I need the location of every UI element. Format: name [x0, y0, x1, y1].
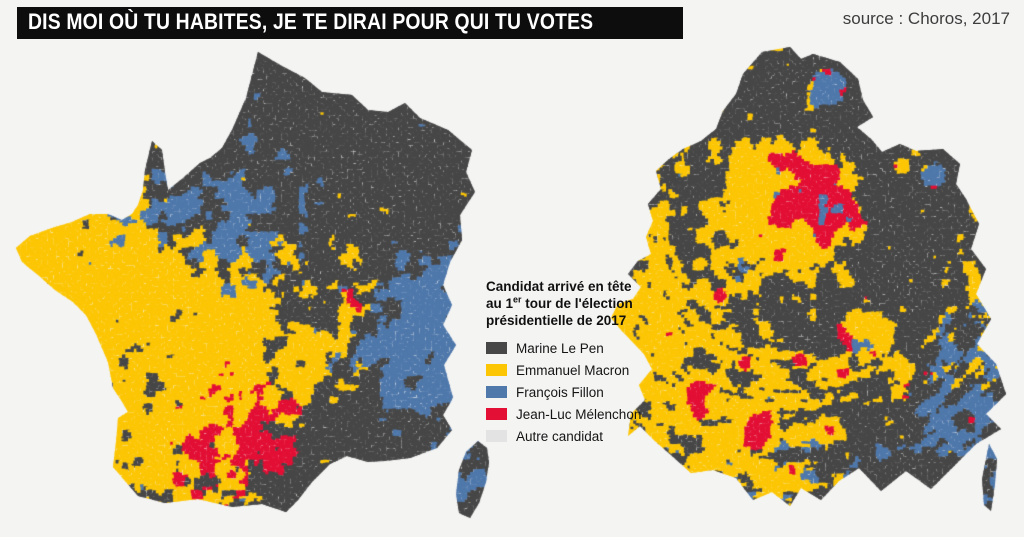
legend-label-autre: Autre candidat	[516, 428, 604, 444]
legend-title-line1: Candidat arrivé en tête	[486, 279, 632, 294]
legend-title-ordinal: er	[513, 294, 522, 305]
legend-title-line2-post: tour de l'élection	[521, 296, 633, 311]
source-credit: source : Choros, 2017	[842, 9, 1010, 28]
legend-items: Marine Le Pen Emmanuel Macron François F…	[486, 337, 658, 447]
legend-item-fillon: François Fillon	[486, 381, 658, 403]
legend-swatch-fillon	[486, 386, 507, 398]
legend-label-fillon: François Fillon	[516, 384, 604, 400]
legend: Candidat arrivé en tête au 1er tour de l…	[486, 278, 658, 447]
page-title: DIS MOI OÙ TU HABITES, JE TE DIRAI POUR …	[28, 9, 594, 34]
title-banner: DIS MOI OÙ TU HABITES, JE TE DIRAI POUR …	[17, 7, 684, 39]
legend-title-line2-pre: au 1	[486, 296, 514, 311]
legend-swatch-melenchon	[486, 408, 507, 420]
legend-title-line3: présidentielle de 2017	[486, 313, 627, 328]
legend-item-melenchon: Jean-Luc Mélenchon	[486, 403, 658, 425]
legend-swatch-autre	[486, 430, 507, 442]
legend-swatch-macron	[486, 364, 507, 376]
legend-item-macron: Emmanuel Macron	[486, 359, 658, 381]
legend-item-lepen: Marine Le Pen	[486, 337, 658, 359]
legend-label-lepen: Marine Le Pen	[516, 340, 604, 356]
legend-label-melenchon: Jean-Luc Mélenchon	[516, 406, 642, 422]
legend-title: Candidat arrivé en tête au 1er tour de l…	[486, 278, 658, 329]
legend-item-autre: Autre candidat	[486, 425, 658, 447]
legend-label-macron: Emmanuel Macron	[516, 362, 630, 378]
legend-swatch-lepen	[486, 342, 507, 354]
